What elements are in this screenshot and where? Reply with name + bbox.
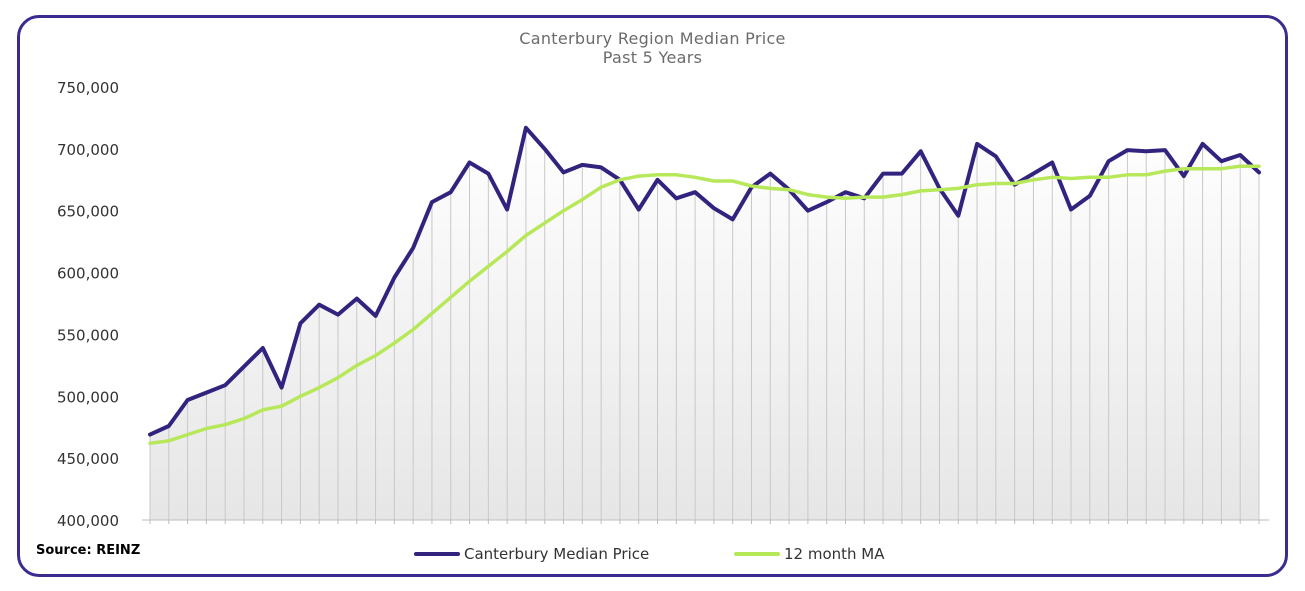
y-tick-label: 550,000 <box>57 326 119 344</box>
series-line-12-month-ma <box>148 164 1261 446</box>
series-line-median-price <box>148 125 1261 437</box>
y-tick-label: 600,000 <box>57 265 119 283</box>
legend-swatch-12-month-ma <box>734 552 780 556</box>
y-tick-label: 750,000 <box>57 79 119 97</box>
chart-subtitle: Past 5 Years <box>602 48 703 67</box>
legend-label-12-month-ma: 12 month MA <box>784 545 885 563</box>
y-tick-label: 700,000 <box>57 141 119 159</box>
y-tick-label: 500,000 <box>57 388 119 406</box>
source-note: Source: REINZ <box>36 543 141 558</box>
legend-item-12-month-ma: 12 month MA <box>734 545 885 563</box>
price-area-fill <box>150 127 1259 521</box>
legend-swatch-median-price <box>414 552 460 556</box>
y-tick-label: 650,000 <box>57 203 119 221</box>
y-tick-label: 450,000 <box>57 450 119 468</box>
y-tick-label: 400,000 <box>57 512 119 530</box>
chart-title: Canterbury Region Median Price <box>519 29 786 48</box>
legend-item-median-price: Canterbury Median Price <box>414 545 649 563</box>
legend-label-median-price: Canterbury Median Price <box>464 545 650 563</box>
